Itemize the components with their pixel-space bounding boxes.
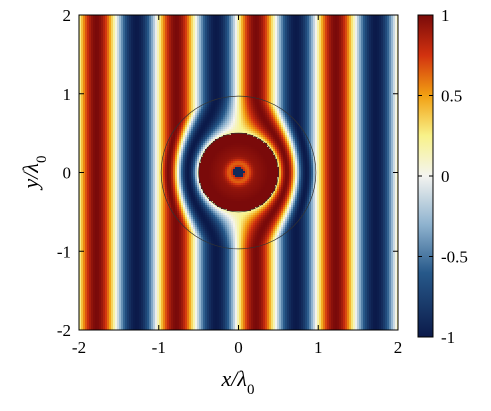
field-map [79,15,399,331]
